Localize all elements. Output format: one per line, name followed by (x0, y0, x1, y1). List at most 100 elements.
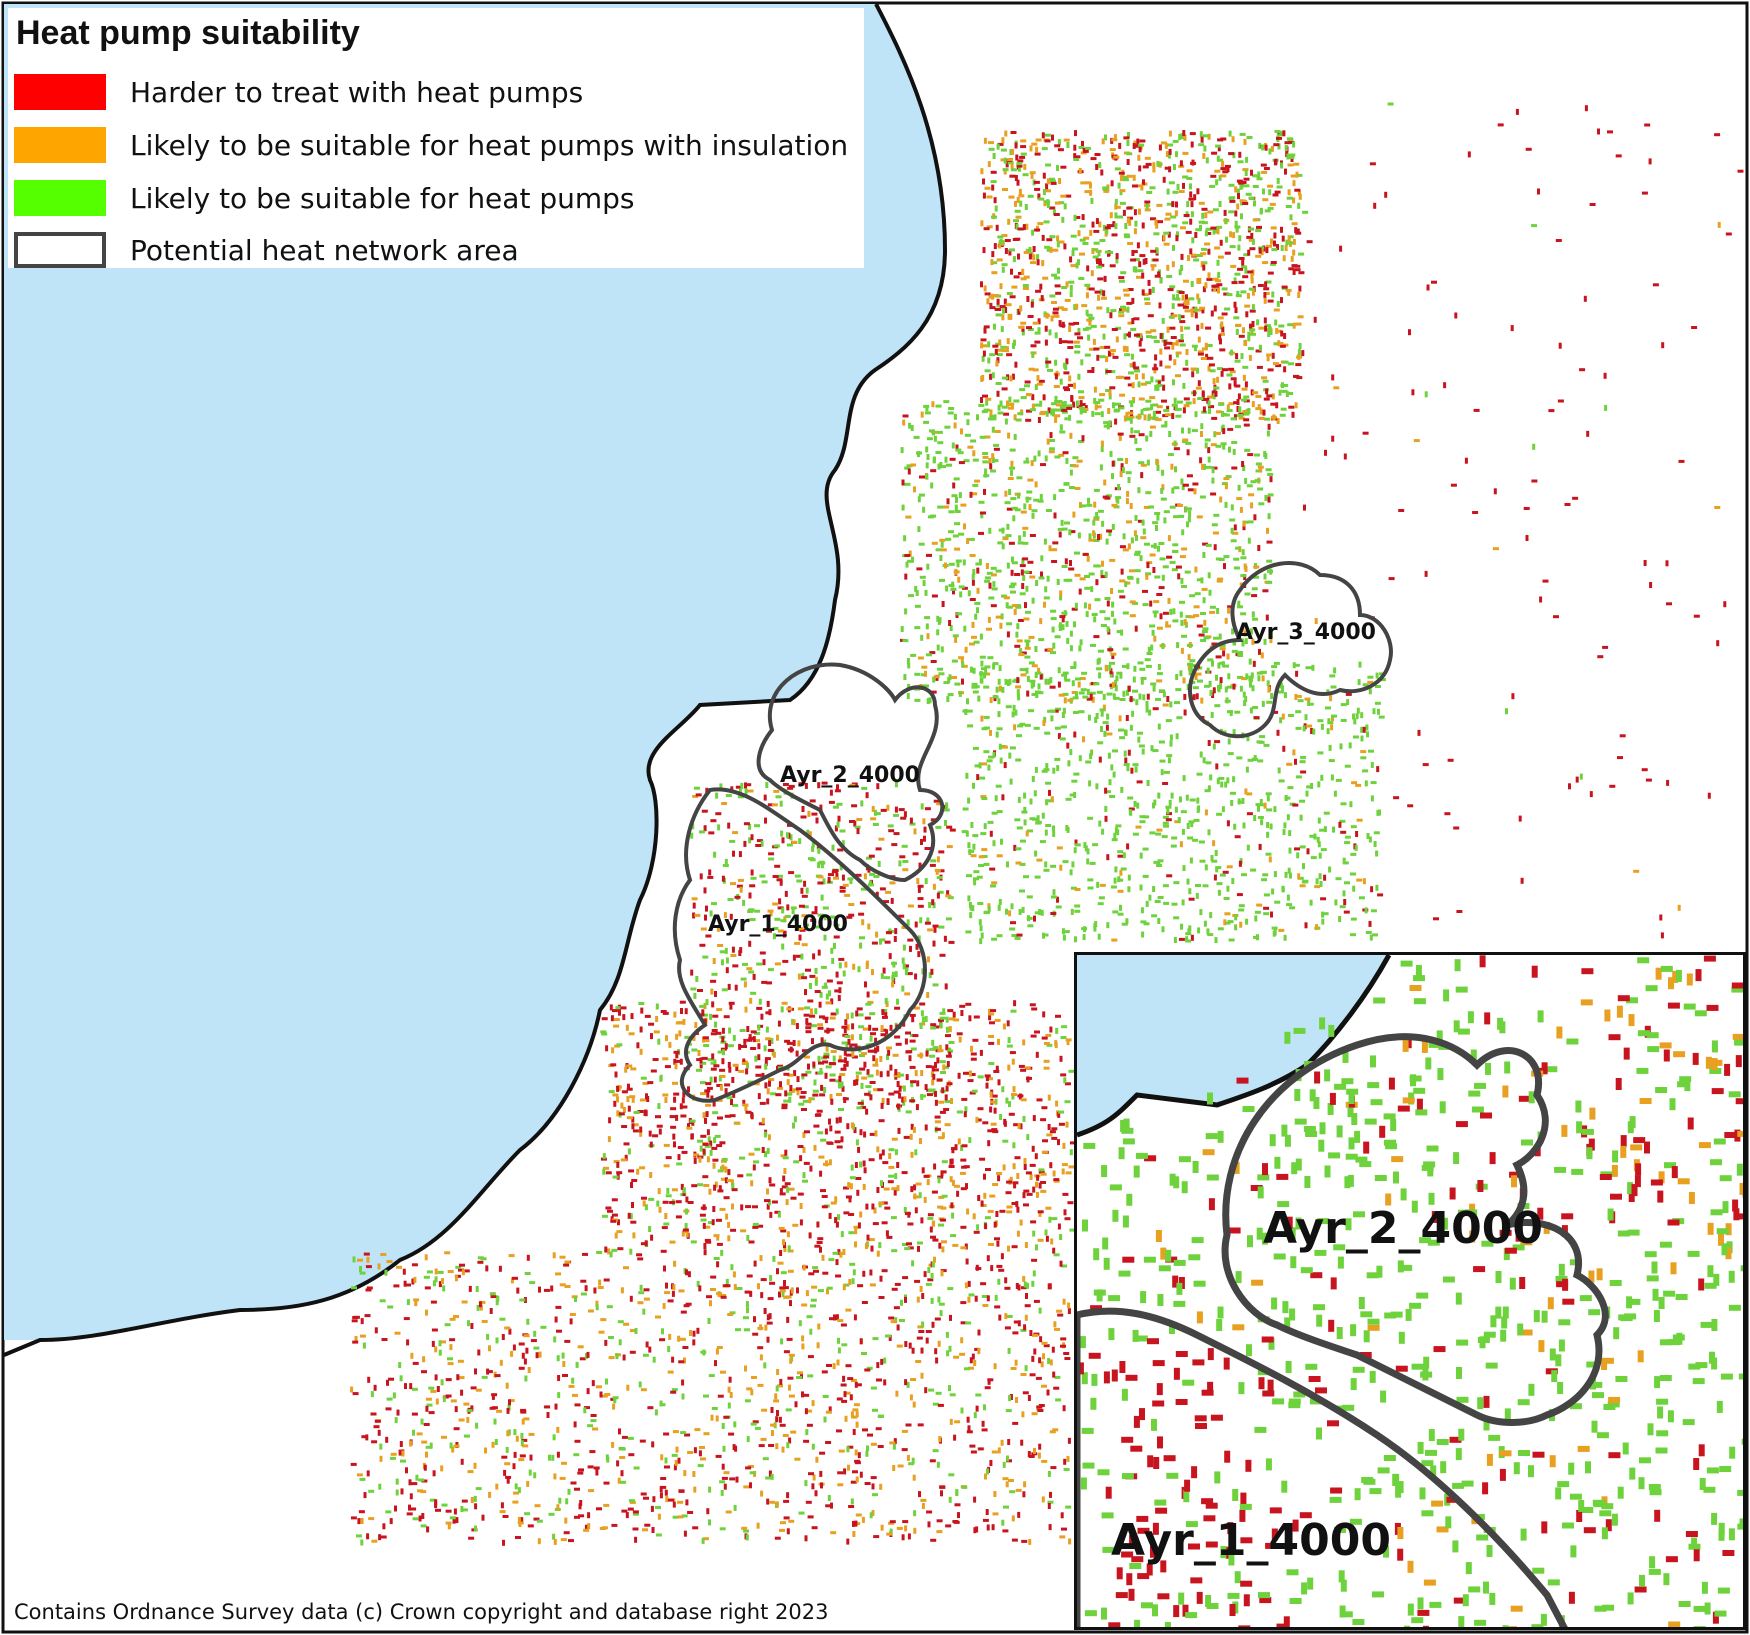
building (706, 1129, 710, 1136)
building (1244, 638, 1248, 645)
building (1031, 693, 1038, 696)
building (1089, 189, 1093, 196)
building (1197, 397, 1204, 400)
building (1118, 314, 1125, 318)
building (767, 803, 774, 807)
building (715, 792, 719, 799)
building (1273, 871, 1277, 878)
building (1282, 360, 1289, 364)
building (1129, 809, 1133, 816)
building (1203, 463, 1206, 470)
building (1281, 886, 1285, 893)
building (1247, 537, 1251, 544)
building (607, 1136, 611, 1143)
building (1038, 1182, 1042, 1189)
building (611, 1213, 618, 1217)
building (1068, 1069, 1075, 1073)
building (1119, 904, 1122, 911)
building (1240, 574, 1247, 578)
building (1134, 515, 1138, 521)
building (668, 1041, 672, 1048)
building (1060, 194, 1067, 198)
building (948, 510, 955, 514)
building (1207, 210, 1214, 214)
building (1205, 227, 1212, 231)
building (980, 715, 984, 722)
building (731, 1203, 734, 1210)
building (1196, 515, 1203, 519)
building (973, 1230, 980, 1234)
building (1156, 593, 1163, 596)
building (1257, 545, 1261, 551)
building (934, 868, 941, 872)
building (924, 411, 931, 415)
building (784, 915, 791, 918)
building (1047, 1094, 1051, 1101)
building (1275, 402, 1279, 409)
building (1008, 1101, 1011, 1108)
building (1199, 495, 1206, 499)
building (1242, 822, 1246, 829)
building (1010, 903, 1014, 910)
building (1038, 1170, 1045, 1174)
building (1183, 709, 1187, 716)
building (1266, 795, 1270, 802)
building (1138, 143, 1145, 147)
building (702, 1112, 706, 1119)
building (1051, 301, 1057, 304)
building (1162, 821, 1169, 825)
building (1149, 600, 1153, 607)
building (863, 1061, 867, 1068)
building (1166, 202, 1173, 206)
building (797, 927, 804, 931)
building (1099, 239, 1106, 242)
building (1145, 706, 1149, 713)
building (995, 308, 1002, 311)
building (1039, 493, 1043, 500)
building (640, 1007, 644, 1014)
building (1183, 397, 1190, 401)
building (760, 1013, 764, 1020)
building (1034, 875, 1041, 879)
building (1020, 145, 1027, 149)
building (941, 1240, 947, 1244)
building (714, 1134, 721, 1138)
building (1245, 918, 1249, 925)
building (980, 512, 984, 519)
building (1034, 850, 1038, 857)
building (910, 1081, 914, 1088)
building (837, 1249, 841, 1256)
building (1270, 261, 1277, 264)
building (1090, 643, 1096, 647)
building (969, 1073, 976, 1076)
building (944, 819, 947, 826)
building (1172, 550, 1179, 553)
building (1315, 924, 1319, 931)
building (1293, 663, 1300, 667)
building (1232, 448, 1236, 455)
building (1086, 848, 1090, 855)
building (1097, 534, 1100, 540)
building (703, 1184, 710, 1187)
building (1211, 416, 1218, 420)
building (1242, 465, 1246, 472)
building (1061, 527, 1068, 531)
building (1223, 563, 1226, 570)
building (1105, 356, 1109, 363)
building (1011, 1202, 1018, 1205)
building (1216, 882, 1223, 886)
building (1199, 859, 1206, 863)
building (916, 567, 923, 571)
building (1245, 673, 1249, 680)
building (855, 1071, 862, 1075)
building (1287, 235, 1291, 242)
building (1109, 312, 1113, 319)
building (703, 1243, 707, 1249)
building (1090, 324, 1097, 328)
building (734, 895, 741, 899)
building (929, 651, 936, 655)
building (965, 1183, 968, 1190)
building (931, 594, 938, 598)
building (687, 1201, 694, 1204)
